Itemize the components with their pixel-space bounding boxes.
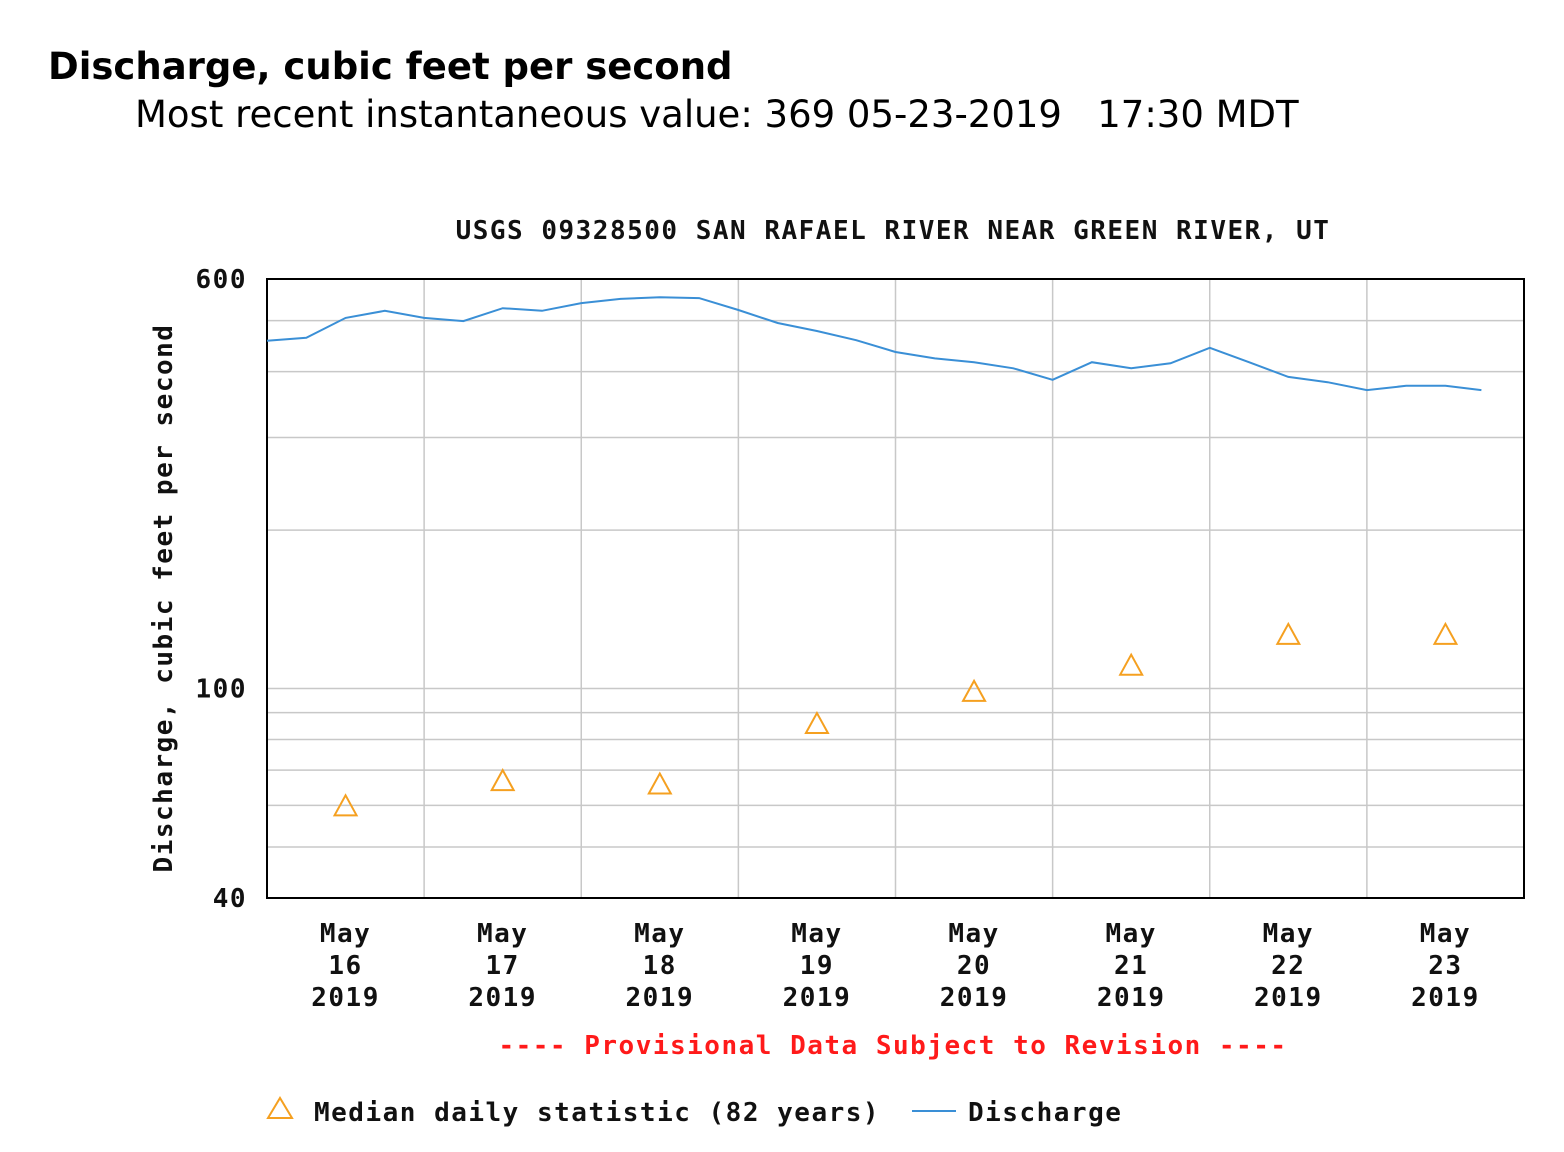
x-tick-label-line: May — [634, 919, 685, 949]
x-tick-label-line: May — [1263, 919, 1314, 949]
median-marker — [332, 793, 359, 817]
x-tick-label-line: 2019 — [940, 983, 1009, 1013]
x-tick-label-line: May — [477, 919, 528, 949]
x-tick-label: May 19 2019 — [783, 919, 852, 1013]
x-tick-label: May 22 2019 — [1254, 919, 1323, 1013]
x-tick-label-line: 19 — [800, 951, 834, 981]
median-marker — [804, 710, 830, 735]
y-tick-label: 100 — [196, 675, 247, 705]
x-tick-label-line: 18 — [643, 951, 677, 981]
x-tick-label: May 16 2019 — [311, 919, 380, 1013]
median-marker — [1118, 652, 1144, 676]
x-tick-label-line: 2019 — [468, 983, 537, 1013]
chart-title: USGS 09328500 SAN RAFAEL RIVER NEAR GREE… — [456, 216, 1331, 246]
legend-label: Discharge — [968, 1098, 1122, 1128]
y-tick-label: 600 — [196, 265, 247, 295]
legend-label: Median daily statistic (82 years) — [314, 1098, 880, 1128]
discharge-line — [266, 296, 1482, 392]
x-tick-label-line: 2019 — [626, 983, 695, 1013]
x-tick-label-line: 16 — [328, 951, 362, 981]
x-tick-label-line: 2019 — [1097, 983, 1166, 1013]
x-tick-label-line: May — [1105, 919, 1156, 949]
provisional-note: ---- Provisional Data Subject to Revisio… — [498, 1031, 1287, 1061]
x-tick-label-line: 2019 — [783, 983, 852, 1013]
page-subtitle: Most recent instantaneous value: 369 05-… — [135, 93, 1299, 136]
legend-marker — [266, 1096, 294, 1119]
x-tick-label-line: 22 — [1271, 951, 1305, 981]
y-axis-label: Discharge, cubic feet per second — [149, 324, 179, 873]
median-marker — [961, 678, 987, 702]
x-tick-label-line: May — [1420, 919, 1471, 949]
median-marker — [489, 768, 516, 792]
x-tick-label-line: 20 — [957, 951, 991, 981]
x-tick-label-line: May — [791, 919, 842, 949]
median-marker — [1432, 621, 1459, 645]
plot-frame — [266, 278, 1525, 899]
x-tick-label: May 23 2019 — [1411, 919, 1480, 1013]
x-tick-label: May 20 2019 — [940, 919, 1009, 1013]
median-marker — [1275, 621, 1302, 645]
x-tick-label-line: 17 — [486, 951, 520, 981]
y-tick-label: 40 — [213, 884, 247, 914]
x-tick-label-line: 2019 — [1411, 983, 1480, 1013]
x-tick-label: May 17 2019 — [468, 919, 537, 1013]
x-tick-label: May 18 2019 — [626, 919, 695, 1013]
page-title: Discharge, cubic feet per second — [48, 45, 733, 88]
x-tick-label-line: 2019 — [1254, 983, 1323, 1013]
x-tick-label-line: May — [948, 919, 999, 949]
x-tick-label-line: May — [320, 919, 371, 949]
x-tick-label: May 21 2019 — [1097, 919, 1166, 1013]
median-marker — [647, 771, 673, 795]
x-tick-label-line: 2019 — [311, 983, 380, 1013]
x-tick-label-line: 23 — [1428, 951, 1462, 981]
x-tick-label-line: 21 — [1114, 951, 1148, 981]
